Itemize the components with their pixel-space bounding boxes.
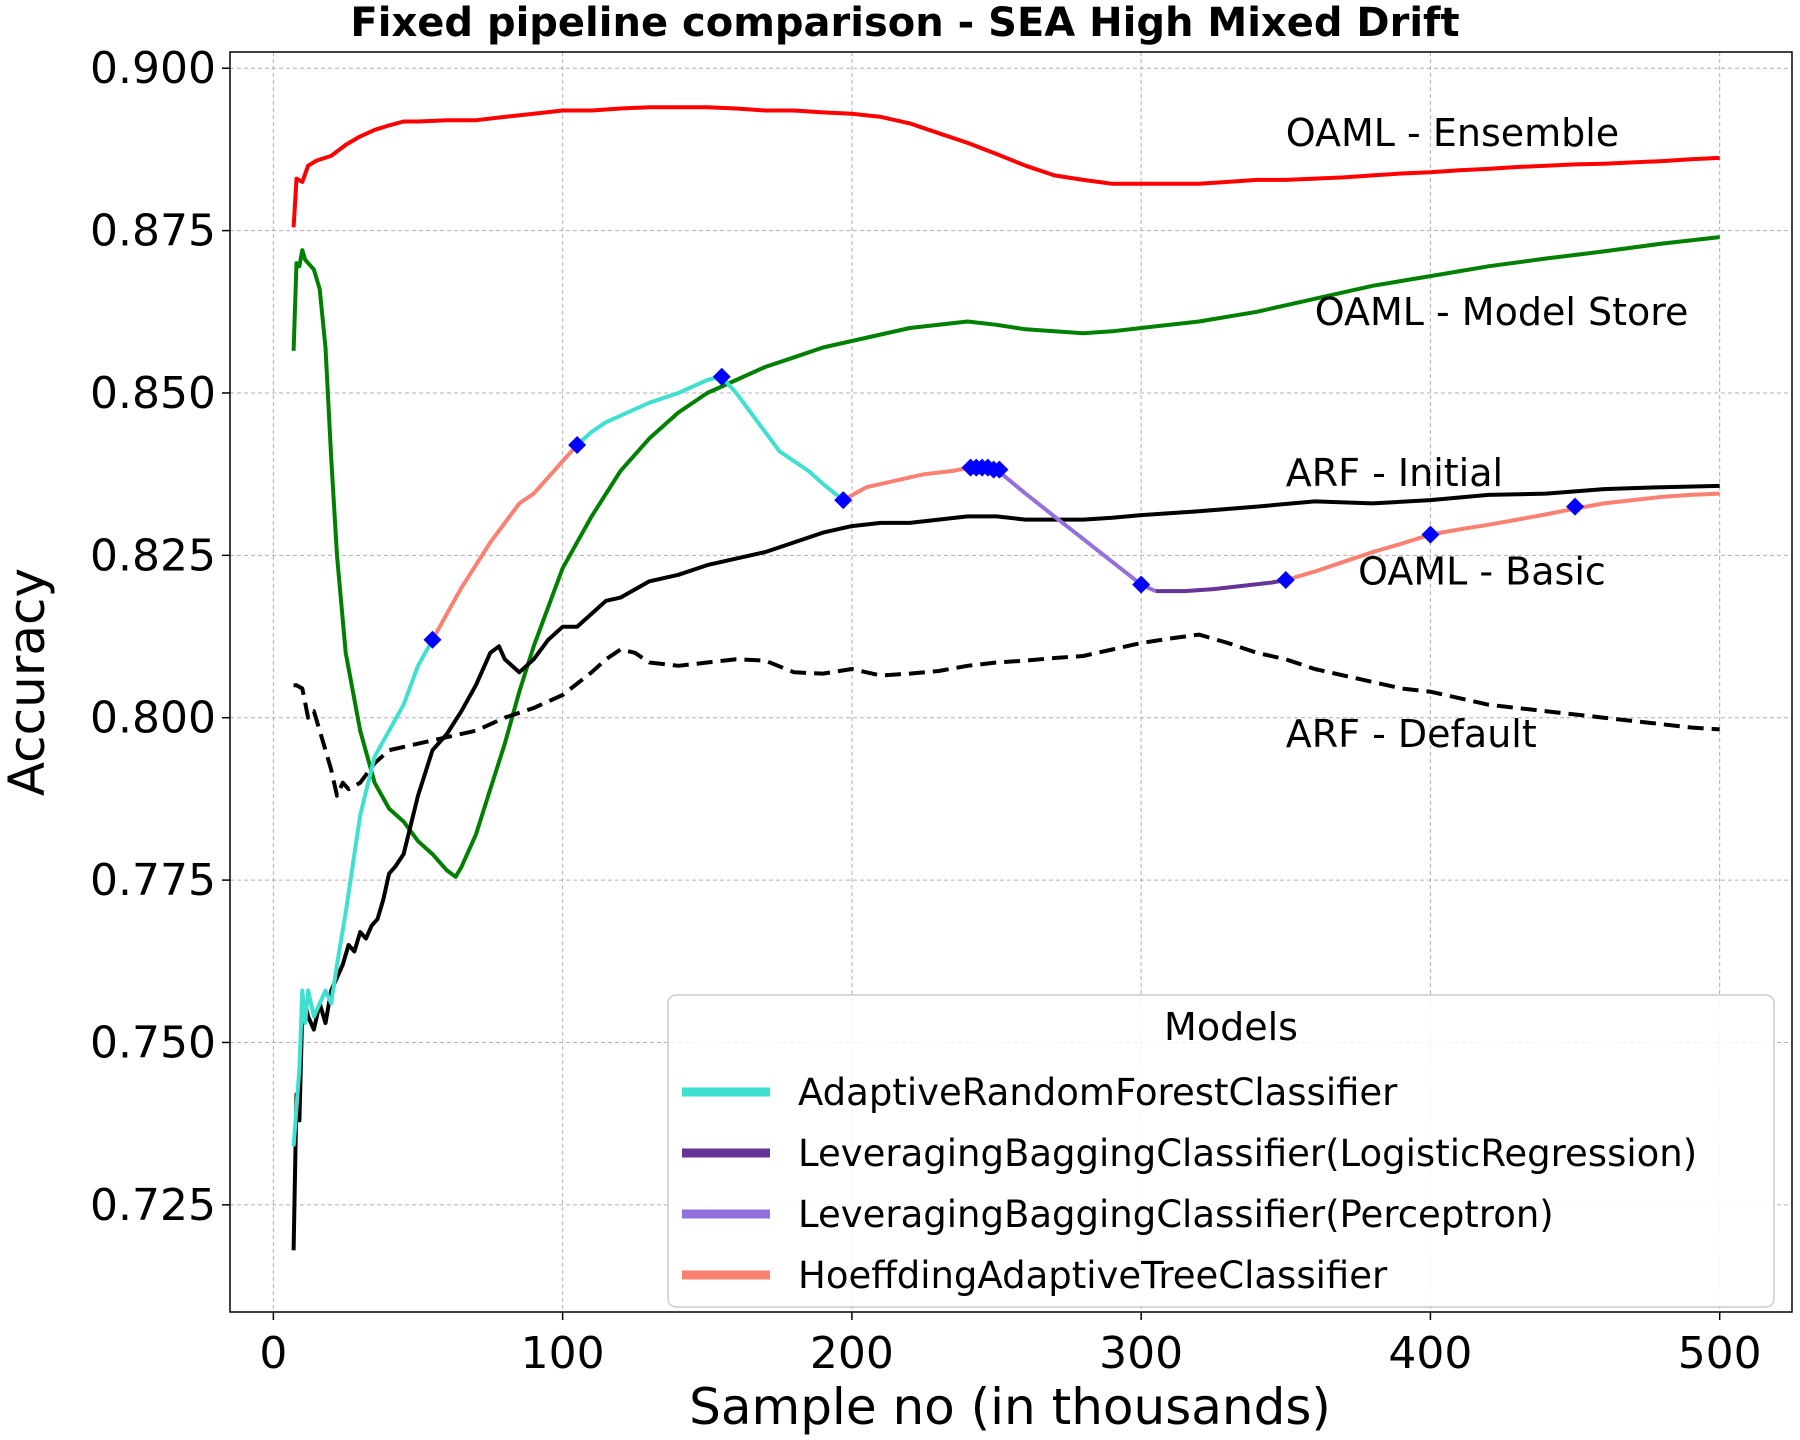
series-lines <box>291 105 1720 1251</box>
y-tick-label: 0.750 <box>90 1017 216 1068</box>
segment-leveragingbaggingclassifier-logisticregression- <box>1155 578 1287 594</box>
switch-marker <box>568 435 587 454</box>
switch-marker <box>1566 497 1585 516</box>
y-tick-label: 0.875 <box>90 206 216 257</box>
segment-adaptiverandomforestclassifier <box>575 374 723 447</box>
x-tick-label: 400 <box>1388 1328 1472 1379</box>
y-tick-label: 0.825 <box>90 530 216 581</box>
switch-markers <box>423 367 1585 649</box>
segment-hoeffdingadaptivetreeclassifier <box>842 465 969 502</box>
switch-marker <box>712 367 731 386</box>
chart-title: Fixed pipeline comparison - SEA High Mix… <box>350 0 1459 46</box>
y-tick-label: 0.850 <box>90 368 216 419</box>
y-tick-label: 0.725 <box>90 1180 216 1231</box>
segment-adaptiverandomforestclassifier <box>291 638 435 1147</box>
legend: Models AdaptiveRandomForestClassifier Lev… <box>667 994 1775 1308</box>
segment-hoeffdingadaptivetreeclassifier <box>430 443 579 641</box>
grid <box>230 52 1792 1312</box>
legend-label: AdaptiveRandomForestClassifier <box>798 1071 1398 1114</box>
y-axis-label: Accuracy <box>0 568 56 796</box>
series-line-oaml-ensemble <box>291 105 1720 228</box>
switch-marker <box>834 491 853 510</box>
series-annotation: ARF - Default <box>1286 712 1537 756</box>
series-annotation: ARF - Initial <box>1286 451 1503 495</box>
segment-hoeffdingadaptivetreeclassifier <box>1285 491 1720 582</box>
legend-box <box>667 994 1775 1308</box>
series-annotation: OAML - Ensemble <box>1286 111 1619 155</box>
series-line-arf-default <box>293 632 1720 798</box>
pipeline-segments <box>291 374 1720 1147</box>
axis-ticks: 0 100 200 300 400 500 0.725 0.750 0.775 0.800 0.82… <box>90 43 1762 1379</box>
segment-leveragingbaggingclassifier-perceptron- <box>995 468 1157 593</box>
y-tick-label: 0.775 <box>90 855 216 906</box>
switch-marker <box>1276 571 1295 590</box>
plot-frame <box>229 51 1793 1313</box>
x-tick-label: 0 <box>259 1328 287 1379</box>
series-annotation: OAML - Basic <box>1358 550 1606 594</box>
x-tick-label: 100 <box>521 1328 605 1379</box>
switch-marker <box>1132 575 1151 594</box>
series-line-oaml-model-store <box>291 235 1720 879</box>
series-line-arf-initial <box>291 483 1720 1251</box>
y-tick-label: 0.800 <box>90 693 216 744</box>
switch-marker <box>1421 525 1440 544</box>
segment-adaptiverandomforestclassifier <box>720 375 845 502</box>
legend-label: HoeffdingAdaptiveTreeClassifier <box>798 1254 1388 1297</box>
legend-items: AdaptiveRandomForestClassifier Leveraging… <box>682 1071 1697 1297</box>
x-tick-label: 200 <box>810 1328 894 1379</box>
line-annotations: OAML - Ensemble OAML - Model Store ARF - I… <box>1286 111 1689 756</box>
x-axis-label: Sample no (in thousands) <box>689 1378 1331 1436</box>
switch-marker <box>990 460 1009 479</box>
legend-label: LeveragingBaggingClassifier(LogisticRegr… <box>798 1132 1697 1175</box>
switch-marker <box>423 630 442 649</box>
legend-title: Models <box>1164 1005 1298 1049</box>
y-tick-label: 0.900 <box>90 43 216 94</box>
legend-label: LeveragingBaggingClassifier(Perceptron) <box>798 1193 1554 1236</box>
x-tick-label: 500 <box>1678 1328 1762 1379</box>
x-tick-label: 300 <box>1099 1328 1183 1379</box>
series-annotation: OAML - Model Store <box>1315 290 1689 334</box>
